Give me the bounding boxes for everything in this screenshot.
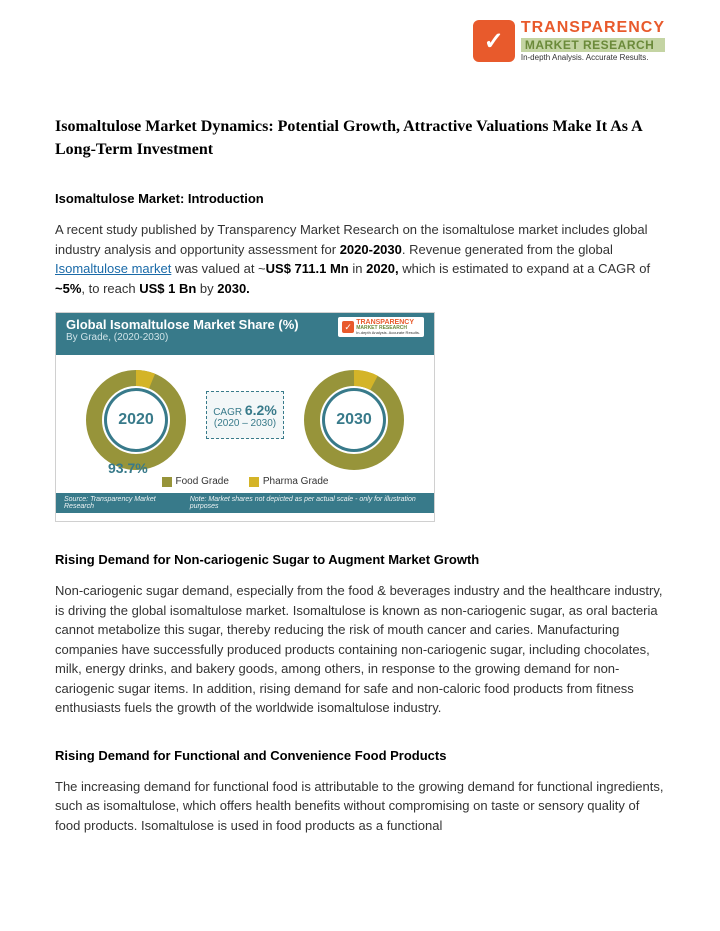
chart-header: Global Isomaltulose Market Share (%) By … xyxy=(56,313,434,355)
donut-2030-year: 2030 xyxy=(322,388,386,452)
document-title: Isomaltulose Market Dynamics: Potential … xyxy=(55,115,665,161)
donut-2030: 2030 xyxy=(304,370,404,470)
section-intro-heading: Isomaltulose Market: Introduction xyxy=(55,191,665,206)
section2-heading: Rising Demand for Non-cariogenic Sugar t… xyxy=(55,552,665,567)
cagr-label: CAGR xyxy=(213,407,242,418)
legend-pharma-label: Pharma Grade xyxy=(263,476,329,487)
intro-paragraph: A recent study published by Transparency… xyxy=(55,220,665,298)
chart-title: Global Isomaltulose Market Share (%) xyxy=(66,317,299,332)
market-share-chart: Global Isomaltulose Market Share (%) By … xyxy=(55,312,435,522)
chart-body: 2020 93.7% CAGR 6.2% (2020 – 2030) 2030 … xyxy=(56,355,434,493)
intro-text-mid: . Revenue generated from the global xyxy=(402,242,613,257)
intro-cagr: ~5% xyxy=(55,281,81,296)
donut-2020-year: 2020 xyxy=(104,388,168,452)
intro-text-p4: , to reach xyxy=(81,281,139,296)
donut-2020-share: 93.7% xyxy=(108,460,148,476)
mini-logo-checkmark-icon: ✓ xyxy=(342,321,354,333)
logo-brand-line2: MARKET RESEARCH xyxy=(521,38,665,52)
section3-paragraph: The increasing demand for functional foo… xyxy=(55,777,665,836)
isomaltulose-market-link[interactable]: Isomaltulose market xyxy=(55,261,171,276)
intro-text-p2: in xyxy=(349,261,366,276)
cagr-callout: CAGR 6.2% (2020 – 2030) xyxy=(206,391,284,439)
cagr-value: 6.2% xyxy=(245,402,277,418)
chart-subtitle: By Grade, (2020-2030) xyxy=(66,332,299,343)
section2-paragraph: Non-cariogenic sugar demand, especially … xyxy=(55,581,665,718)
chart-source: Source: Transparency Market Research xyxy=(64,496,178,510)
donut-2020: 2020 93.7% xyxy=(86,370,186,470)
intro-text-p1: was valued at ~ xyxy=(171,261,265,276)
intro-value-2020: US$ 711.1 Mn xyxy=(266,261,349,276)
logo-tagline: In-depth Analysis. Accurate Results. xyxy=(521,54,665,62)
intro-year-2030: 2030. xyxy=(217,281,250,296)
intro-value-2030: US$ 1 Bn xyxy=(139,281,196,296)
legend-pharma-grade: Pharma Grade xyxy=(249,476,329,487)
chart-footer: Source: Transparency Market Research Not… xyxy=(56,493,434,513)
intro-year-2020: 2020, xyxy=(366,261,399,276)
chart-legend: Food Grade Pharma Grade xyxy=(56,476,434,487)
legend-food-label: Food Grade xyxy=(176,476,229,487)
cagr-period: (2020 – 2030) xyxy=(214,418,276,429)
intro-period: 2020-2030 xyxy=(340,242,402,257)
legend-swatch-pharma xyxy=(249,477,259,487)
logo-checkmark-icon: ✓ xyxy=(473,20,515,62)
chart-note: Note: Market shares not depicted as per … xyxy=(190,496,426,510)
section3-heading: Rising Demand for Functional and Conveni… xyxy=(55,748,665,763)
legend-food-grade: Food Grade xyxy=(162,476,229,487)
intro-text-p3: which is estimated to expand at a CAGR o… xyxy=(399,261,650,276)
mini-logo-tag: In-depth Analysis. Accurate Results. xyxy=(356,331,420,335)
brand-logo: ✓ TRANSPARENCY MARKET RESEARCH In-depth … xyxy=(473,20,665,62)
logo-text: TRANSPARENCY MARKET RESEARCH In-depth An… xyxy=(521,20,665,62)
chart-mini-logo: ✓ TRANSPARENCY MARKET RESEARCH In-depth … xyxy=(338,317,424,337)
logo-brand-line1: TRANSPARENCY xyxy=(521,20,665,36)
intro-text-p5: by xyxy=(196,281,217,296)
legend-swatch-food xyxy=(162,477,172,487)
